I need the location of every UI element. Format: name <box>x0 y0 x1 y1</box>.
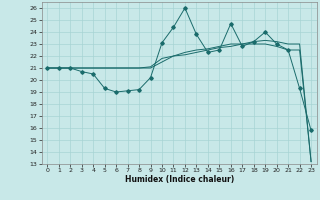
X-axis label: Humidex (Indice chaleur): Humidex (Indice chaleur) <box>124 175 234 184</box>
